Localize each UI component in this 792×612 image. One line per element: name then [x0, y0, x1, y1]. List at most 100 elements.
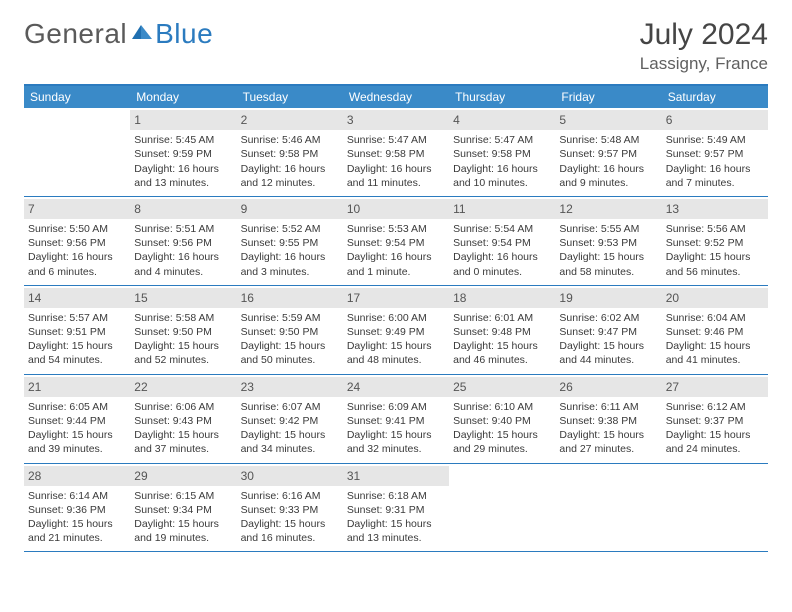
- day-number: 8: [130, 199, 236, 219]
- day-cell: 3Sunrise: 5:47 AMSunset: 9:58 PMDaylight…: [343, 108, 449, 196]
- day-number: 21: [24, 377, 130, 397]
- day-number: 10: [343, 199, 449, 219]
- sunrise-text: Sunrise: 6:00 AM: [347, 311, 445, 325]
- day-number: 4: [449, 110, 555, 130]
- header: General Blue July 2024 Lassigny, France: [24, 18, 768, 74]
- logo-text-general: General: [24, 18, 127, 50]
- sunset-text: Sunset: 9:54 PM: [347, 236, 445, 250]
- day-cell: [662, 464, 768, 552]
- sunrise-text: Sunrise: 5:46 AM: [241, 133, 339, 147]
- day-cell: [555, 464, 661, 552]
- day-cell: 9Sunrise: 5:52 AMSunset: 9:55 PMDaylight…: [237, 197, 343, 285]
- day-cell: 10 Sunrise: 5:53 AMSunset: 9:54 PMDayligh…: [343, 197, 449, 285]
- sunrise-text: Sunrise: 6:01 AM: [453, 311, 551, 325]
- daylight-text: Daylight: 15 hours and 46 minutes.: [453, 339, 551, 367]
- sunrise-text: Sunrise: 5:58 AM: [134, 311, 232, 325]
- sunset-text: Sunset: 9:51 PM: [28, 325, 126, 339]
- weekday-sunday: Sunday: [24, 86, 130, 108]
- sunset-text: Sunset: 9:40 PM: [453, 414, 551, 428]
- sunset-text: Sunset: 9:34 PM: [134, 503, 232, 517]
- day-number: 16: [237, 288, 343, 308]
- week-row: 14Sunrise: 5:57 AMSunset: 9:51 PMDayligh…: [24, 286, 768, 375]
- day-number: 27: [662, 377, 768, 397]
- day-cell: 22Sunrise: 6:06 AMSunset: 9:43 PMDayligh…: [130, 375, 236, 463]
- week-row: 1Sunrise: 5:45 AMSunset: 9:59 PMDaylight…: [24, 108, 768, 197]
- day-cell: 27Sunrise: 6:12 AMSunset: 9:37 PMDayligh…: [662, 375, 768, 463]
- day-number: 3: [343, 110, 449, 130]
- sunset-text: Sunset: 9:43 PM: [134, 414, 232, 428]
- day-number: [662, 466, 768, 470]
- day-number: 23: [237, 377, 343, 397]
- sunrise-text: Sunrise: 5:57 AM: [28, 311, 126, 325]
- sunset-text: Sunset: 9:50 PM: [134, 325, 232, 339]
- daylight-text: Daylight: 15 hours and 56 minutes.: [666, 250, 764, 278]
- daylight-text: Daylight: 15 hours and 32 minutes.: [347, 428, 445, 456]
- daylight-text: Daylight: 15 hours and 52 minutes.: [134, 339, 232, 367]
- sunset-text: Sunset: 9:57 PM: [559, 147, 657, 161]
- sunrise-text: Sunrise: 6:06 AM: [134, 400, 232, 414]
- sunrise-text: Sunrise: 6:12 AM: [666, 400, 764, 414]
- day-number: 22: [130, 377, 236, 397]
- daylight-text: Daylight: 15 hours and 54 minutes.: [28, 339, 126, 367]
- day-number: 25: [449, 377, 555, 397]
- day-number: 31: [343, 466, 449, 486]
- week-row: 21Sunrise: 6:05 AMSunset: 9:44 PMDayligh…: [24, 375, 768, 464]
- sunrise-text: Sunrise: 6:18 AM: [347, 489, 445, 503]
- sunrise-text: Sunrise: 5:56 AM: [666, 222, 764, 236]
- day-cell: 16Sunrise: 5:59 AMSunset: 9:50 PMDayligh…: [237, 286, 343, 374]
- day-cell: 23Sunrise: 6:07 AMSunset: 9:42 PMDayligh…: [237, 375, 343, 463]
- daylight-text: Daylight: 16 hours and 11 minutes.: [347, 162, 445, 190]
- day-cell: [24, 108, 130, 196]
- sunset-text: Sunset: 9:55 PM: [241, 236, 339, 250]
- day-cell: 2Sunrise: 5:46 AMSunset: 9:58 PMDaylight…: [237, 108, 343, 196]
- weekday-row: SundayMondayTuesdayWednesdayThursdayFrid…: [24, 86, 768, 108]
- day-cell: 25Sunrise: 6:10 AMSunset: 9:40 PMDayligh…: [449, 375, 555, 463]
- sunrise-text: Sunrise: 6:14 AM: [28, 489, 126, 503]
- day-cell: 4Sunrise: 5:47 AMSunset: 9:58 PMDaylight…: [449, 108, 555, 196]
- day-cell: 13Sunrise: 5:56 AMSunset: 9:52 PMDayligh…: [662, 197, 768, 285]
- sunset-text: Sunset: 9:50 PM: [241, 325, 339, 339]
- daylight-text: Daylight: 15 hours and 16 minutes.: [241, 517, 339, 545]
- day-number: 12: [555, 199, 661, 219]
- day-cell: 11Sunrise: 5:54 AMSunset: 9:54 PMDayligh…: [449, 197, 555, 285]
- sunset-text: Sunset: 9:36 PM: [28, 503, 126, 517]
- day-number: 7: [24, 199, 130, 219]
- day-number: 24: [343, 377, 449, 397]
- sunset-text: Sunset: 9:33 PM: [241, 503, 339, 517]
- weekday-monday: Monday: [130, 86, 236, 108]
- sunrise-text: Sunrise: 5:59 AM: [241, 311, 339, 325]
- sunrise-text: Sunrise: 5:47 AM: [453, 133, 551, 147]
- sunrise-text: Sunrise: 5:53 AM: [347, 222, 445, 236]
- sunrise-text: Sunrise: 5:55 AM: [559, 222, 657, 236]
- daylight-text: Daylight: 15 hours and 29 minutes.: [453, 428, 551, 456]
- sunset-text: Sunset: 9:41 PM: [347, 414, 445, 428]
- day-cell: 1Sunrise: 5:45 AMSunset: 9:59 PMDaylight…: [130, 108, 236, 196]
- day-cell: 31 Sunrise: 6:18 AMSunset: 9:31 PMDayligh…: [343, 464, 449, 552]
- daylight-text: Daylight: 16 hours and 9 minutes.: [559, 162, 657, 190]
- day-number: 11: [449, 199, 555, 219]
- sunrise-text: Sunrise: 5:54 AM: [453, 222, 551, 236]
- day-cell: 24Sunrise: 6:09 AMSunset: 9:41 PMDayligh…: [343, 375, 449, 463]
- day-cell: 7Sunrise: 5:50 AMSunset: 9:56 PMDaylight…: [24, 197, 130, 285]
- sunset-text: Sunset: 9:31 PM: [347, 503, 445, 517]
- daylight-text: Daylight: 16 hours and 0 minutes.: [453, 250, 551, 278]
- sunrise-text: Sunrise: 5:50 AM: [28, 222, 126, 236]
- month-title: July 2024: [640, 18, 768, 52]
- daylight-text: Daylight: 16 hours and 1 minute.: [347, 250, 445, 278]
- sunset-text: Sunset: 9:52 PM: [666, 236, 764, 250]
- day-number: 18: [449, 288, 555, 308]
- day-cell: 17Sunrise: 6:00 AMSunset: 9:49 PMDayligh…: [343, 286, 449, 374]
- day-number: 1: [130, 110, 236, 130]
- day-number: 9: [237, 199, 343, 219]
- day-number: 26: [555, 377, 661, 397]
- daylight-text: Daylight: 15 hours and 34 minutes.: [241, 428, 339, 456]
- weekday-thursday: Thursday: [449, 86, 555, 108]
- day-cell: 14Sunrise: 5:57 AMSunset: 9:51 PMDayligh…: [24, 286, 130, 374]
- daylight-text: Daylight: 15 hours and 58 minutes.: [559, 250, 657, 278]
- logo-icon: [131, 21, 153, 48]
- day-cell: 8Sunrise: 5:51 AMSunset: 9:56 PMDaylight…: [130, 197, 236, 285]
- daylight-text: Daylight: 15 hours and 13 minutes.: [347, 517, 445, 545]
- daylight-text: Daylight: 16 hours and 13 minutes.: [134, 162, 232, 190]
- sunset-text: Sunset: 9:58 PM: [241, 147, 339, 161]
- daylight-text: Daylight: 15 hours and 39 minutes.: [28, 428, 126, 456]
